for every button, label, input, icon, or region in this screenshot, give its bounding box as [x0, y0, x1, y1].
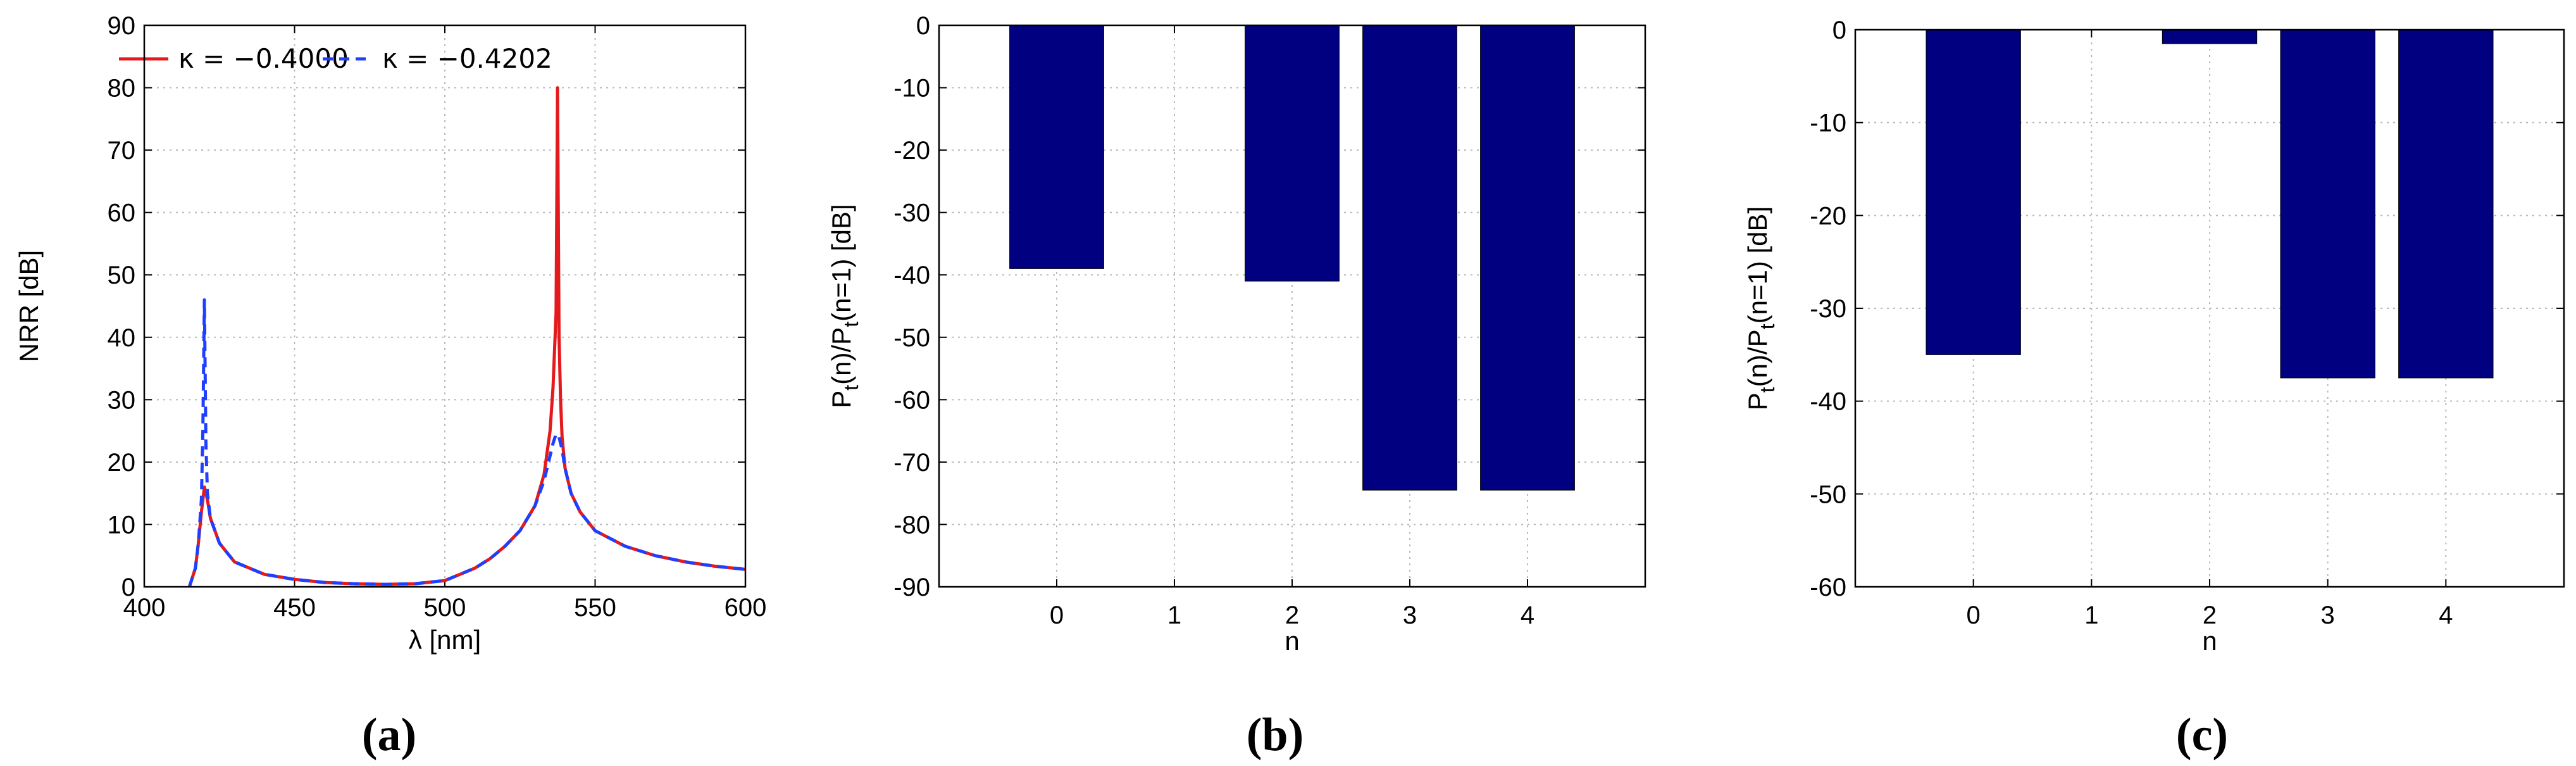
y-tick-label: -30	[1810, 295, 1846, 323]
x-tick-label: 450	[273, 594, 316, 622]
y-axis-label-subscript: t	[1756, 323, 1779, 329]
y-tick-label: -60	[1810, 574, 1846, 601]
x-tick-label: 550	[574, 594, 616, 622]
x-tick-label: 2	[1285, 601, 1299, 629]
y-tick-label: 50	[108, 261, 136, 289]
y-axis-label-subscript: t	[840, 322, 862, 327]
x-tick-label: 1	[1167, 601, 1181, 629]
bar-n-0	[1009, 25, 1104, 269]
y-tick-label: -40	[893, 261, 930, 289]
legend-label-1: κ = −0.4000	[178, 43, 349, 74]
x-tick-label: 0	[1050, 601, 1064, 629]
bar-n-3	[1362, 25, 1457, 491]
y-axis-label: Pt(n)/Pt(n=1) [dB]	[1743, 206, 1779, 410]
legend-label-2: κ = −0.4202	[382, 43, 552, 74]
x-tick-label: 3	[1403, 601, 1417, 629]
bar-n-2	[2162, 29, 2258, 44]
y-tick-label: 90	[108, 12, 136, 40]
chart-panel-b: 0 -10 -20 -30 -40 -50 -60 -70 -80 -90 0 1 2 3 4 n Pt(n)/…	[826, 12, 1646, 761]
series-line-2	[187, 298, 746, 587]
y-axis-label-part: (n)/P	[826, 327, 856, 385]
x-tick-label: 4	[1521, 601, 1534, 629]
y-tick-label: 0	[1832, 16, 1846, 44]
bar-n-2	[1245, 25, 1340, 282]
legend: κ = −0.4000 κ = −0.4202	[119, 43, 552, 74]
x-tick-label: 0	[1967, 601, 1981, 629]
x-axis-label: n	[2202, 626, 2217, 656]
y-tick-label: -10	[1810, 110, 1846, 137]
x-tick-label: 500	[424, 594, 466, 622]
x-tick-label: 2	[2203, 601, 2217, 629]
y-tick-label: -20	[893, 137, 930, 165]
x-axis-label: n	[1285, 626, 1299, 656]
y-tick-label: -60	[893, 386, 930, 414]
y-tick-label: -80	[893, 511, 930, 539]
bar-n-0	[1926, 29, 2021, 355]
panel-caption: (c)	[2176, 709, 2228, 761]
panel-caption: (b)	[1247, 709, 1304, 761]
y-tick-label: -50	[1810, 480, 1846, 508]
x-tick-label: 400	[123, 594, 166, 622]
y-axis-label: NRR [dB]	[14, 250, 44, 362]
y-tick-label: 20	[108, 449, 136, 477]
x-axis-label: λ [nm]	[409, 625, 481, 655]
x-tick-label: 4	[2439, 601, 2453, 629]
y-axis-label-part: P	[826, 391, 856, 408]
y-axis-label-part: (n=1) [dB]	[826, 204, 856, 322]
y-axis-label-subscript: t	[840, 385, 862, 391]
y-tick-label: 30	[108, 386, 136, 414]
axes-frame	[938, 24, 1646, 588]
y-tick-label: -40	[1810, 388, 1846, 416]
y-tick-label: -70	[893, 449, 930, 477]
y-tick-label: -90	[893, 574, 930, 601]
y-tick-label: 60	[108, 199, 136, 227]
y-axis-label-subscript: t	[1756, 387, 1779, 392]
y-tick-label: 40	[108, 324, 136, 352]
bar-n-3	[2280, 29, 2375, 379]
y-tick-label: -20	[1810, 202, 1846, 230]
x-tick-label: 1	[2084, 601, 2098, 629]
y-tick-label: 10	[108, 511, 136, 539]
bar-n-4	[2398, 29, 2494, 379]
axes-frame	[1854, 28, 2565, 588]
y-tick-label: 0	[916, 12, 930, 40]
y-tick-label: -50	[893, 324, 930, 352]
y-tick-label: -30	[893, 199, 930, 227]
y-axis-label-part: P	[1743, 392, 1772, 410]
axes-frame	[143, 24, 747, 588]
plot-area	[144, 25, 745, 587]
y-tick-label: 0	[121, 574, 135, 601]
y-tick-label: -10	[893, 75, 930, 103]
panel-caption: (a)	[362, 709, 416, 761]
y-tick-label: 80	[108, 75, 136, 103]
chart-panel-a: 0 10 20 30 40 50 60 70 80 90 400 450 500 550 600 κ = −0…	[14, 12, 766, 761]
bar-n-4	[1480, 25, 1575, 491]
y-axis-label-part: (n)/P	[1743, 329, 1772, 387]
y-tick-label: 70	[108, 137, 136, 165]
y-axis-label-part: (n=1) [dB]	[1743, 206, 1772, 324]
x-tick-label: 600	[725, 594, 767, 622]
x-tick-label: 3	[2321, 601, 2335, 629]
y-axis-label: Pt(n)/Pt(n=1) [dB]	[826, 204, 862, 408]
